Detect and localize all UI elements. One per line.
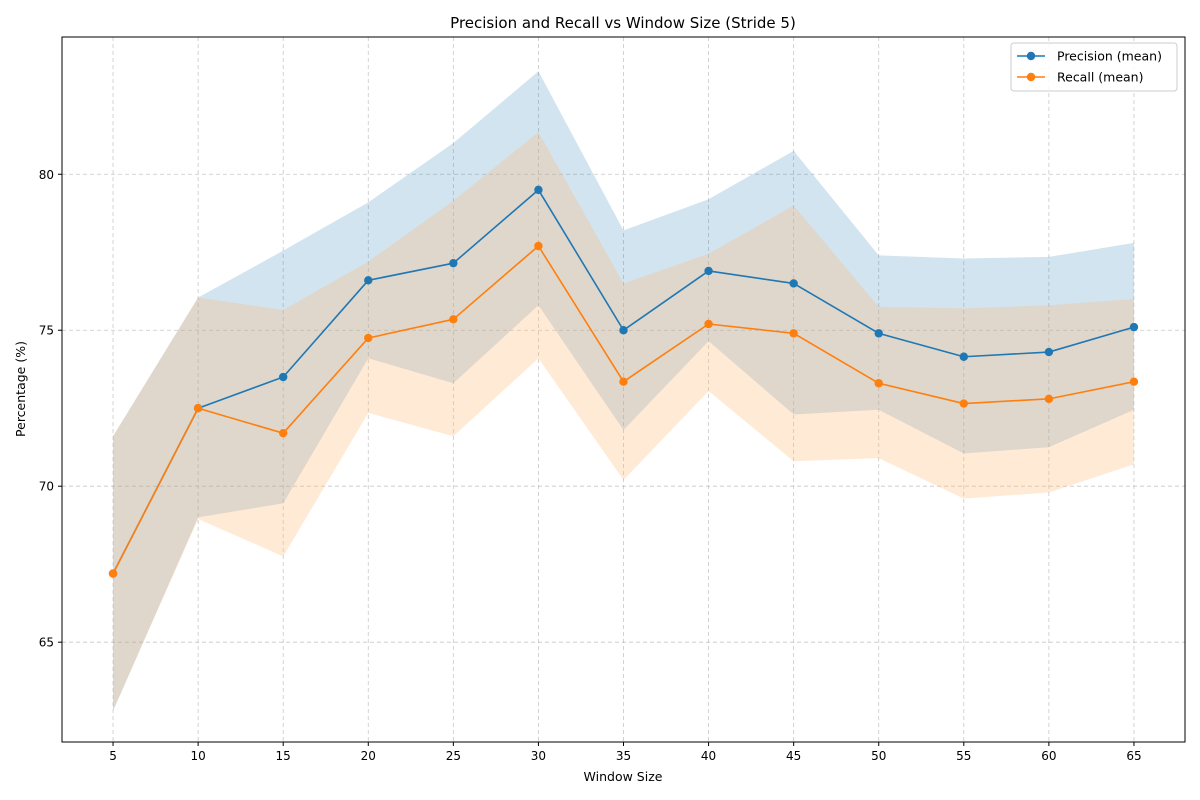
legend-precision-marker	[1026, 51, 1036, 61]
x-tick-label: 65	[1126, 749, 1141, 763]
precision-mean-point	[1129, 322, 1139, 332]
series-points	[108, 185, 1139, 578]
recall-mean-point	[108, 569, 118, 578]
x-tick-label: 25	[446, 749, 461, 763]
recall-mean-point	[278, 428, 288, 438]
x-tick-label: 60	[1041, 749, 1056, 763]
y-tick-label: 70	[39, 480, 54, 494]
precision-mean-point	[534, 185, 543, 195]
x-tick-label: 40	[701, 749, 716, 763]
y-axis-ticks: 65 70 75 80	[39, 168, 62, 650]
precision-mean-point	[278, 372, 288, 382]
x-tick-label: 55	[956, 749, 971, 763]
precision-mean-point	[704, 266, 713, 276]
recall-mean-point	[449, 315, 458, 324]
x-tick-label: 15	[276, 749, 291, 763]
y-tick-label: 75	[39, 324, 54, 338]
x-axis-ticks: 5 10 15 20 25 30 35 40 45 50 55 60 65	[109, 742, 1142, 763]
recall-mean-point	[364, 333, 373, 343]
legend-recall-label: Recall (mean)	[1057, 70, 1143, 85]
recall-mean-point	[874, 379, 883, 388]
x-tick-label: 10	[190, 749, 205, 763]
precision-mean-band	[113, 71, 1134, 711]
x-tick-label: 20	[361, 749, 376, 763]
x-tick-label: 50	[871, 749, 886, 763]
x-tick-label: 5	[109, 749, 117, 763]
legend-frame	[1010, 42, 1178, 92]
y-tick-label: 65	[39, 636, 54, 650]
precision-mean-point	[1044, 347, 1054, 357]
recall-mean-point	[1044, 394, 1054, 404]
x-axis-label: Window Size	[584, 769, 663, 784]
x-tick-label: 45	[786, 749, 801, 763]
legend-precision-label: Precision (mean)	[1057, 49, 1162, 64]
legend: Precision (mean) Recall (mean)	[1010, 42, 1178, 92]
recall-mean-point	[619, 377, 628, 386]
recall-mean-point	[704, 319, 713, 329]
x-tick-label: 35	[616, 749, 631, 763]
legend-entry-recall: Recall (mean)	[1017, 70, 1143, 85]
recall-mean-point	[193, 404, 203, 413]
recall-mean-point	[789, 329, 798, 338]
precision-mean-point	[449, 258, 458, 268]
x-tick-label: 30	[531, 749, 546, 763]
precision-mean-point	[619, 326, 628, 335]
grid	[62, 37, 1185, 742]
recall-mean-point	[959, 399, 969, 408]
precision-mean-point	[874, 329, 883, 338]
y-tick-label: 80	[39, 168, 54, 182]
y-axis-label: Percentage (%)	[13, 341, 28, 437]
recall-mean-point	[534, 241, 543, 251]
legend-entry-precision: Precision (mean)	[1017, 49, 1162, 64]
legend-recall-marker	[1026, 72, 1036, 82]
precision-mean-point	[959, 352, 969, 361]
recall-mean-point	[1129, 377, 1139, 386]
precision-mean-point	[789, 279, 798, 288]
chart-title: Precision and Recall vs Window Size (Str…	[450, 14, 796, 32]
plot-area	[62, 37, 1185, 742]
precision-mean-point	[364, 276, 373, 285]
